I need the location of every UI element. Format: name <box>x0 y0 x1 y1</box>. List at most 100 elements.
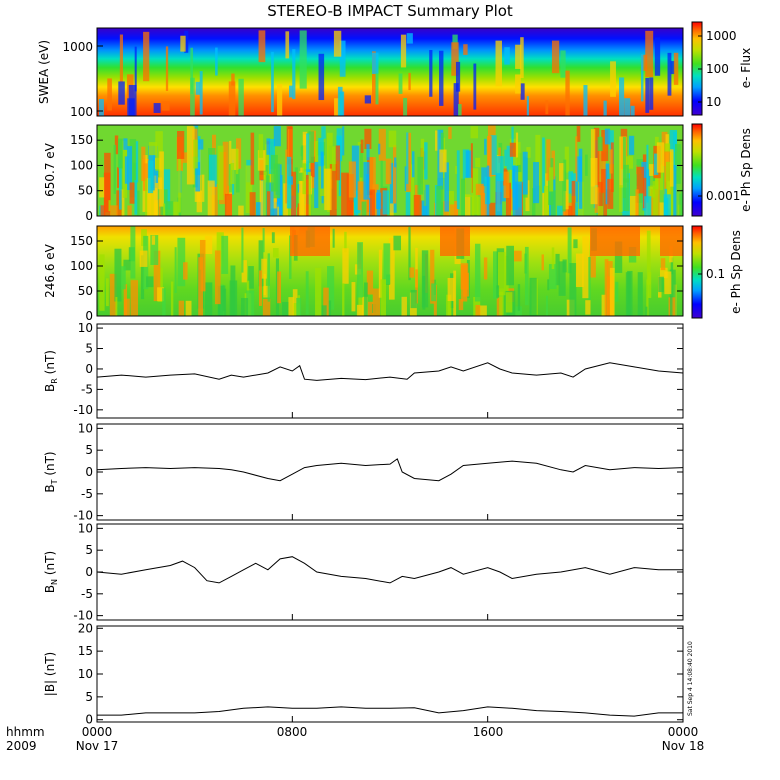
p650-streak <box>511 126 514 149</box>
p246-streak <box>115 297 118 316</box>
p650-streak <box>166 201 174 216</box>
p650-streak <box>235 161 240 193</box>
bn-ytick--10: -10 <box>73 609 93 623</box>
p650-ytick-150: 150 <box>70 133 93 147</box>
p246-hot-region <box>590 226 640 256</box>
x-format-label: hhmm <box>6 725 45 739</box>
swea-streak <box>195 81 201 95</box>
p650-streak <box>590 129 596 187</box>
p650-streak <box>120 189 125 216</box>
p246-streak <box>177 237 186 287</box>
p246-streak <box>342 283 345 316</box>
p246-streak <box>378 249 383 298</box>
p246-streak <box>258 270 262 306</box>
p246-streak <box>625 272 631 316</box>
p246-streak <box>669 296 673 316</box>
p650-streak <box>406 132 409 184</box>
swea-streak <box>473 63 477 110</box>
p650-streak <box>642 154 647 209</box>
p650-streak <box>270 154 278 192</box>
p650-streak <box>250 132 255 185</box>
p650-ytick-0: 0 <box>85 209 93 223</box>
p246-streak <box>204 235 213 255</box>
p650-streak <box>143 155 148 164</box>
p246-ylabel: 246.6 eV <box>43 243 57 298</box>
p650-streak <box>172 201 179 216</box>
p650-streak <box>665 161 673 216</box>
p650-streak <box>369 157 376 192</box>
p246-streak <box>601 294 607 316</box>
p650-streak <box>113 144 116 194</box>
p650-streak <box>353 190 361 214</box>
p650-streak <box>314 161 319 209</box>
bn-ytick--5: -5 <box>81 587 93 601</box>
p650-ytick-100: 100 <box>70 158 93 172</box>
p246-streak <box>262 298 271 316</box>
p246-streak <box>558 261 566 296</box>
p650-streak <box>359 144 363 178</box>
p650-streak <box>423 142 428 180</box>
swea-streak <box>439 50 444 106</box>
p650-streak <box>421 190 425 216</box>
panel-bmag: 20 15 10 5 0 |B| (nT) <box>43 621 684 727</box>
p246-streak <box>267 253 270 302</box>
bn-ytick-5: 5 <box>85 543 93 557</box>
swea-streak <box>455 61 461 92</box>
p650-streak <box>644 196 652 216</box>
p246-streak <box>447 277 455 302</box>
p650-streak <box>576 125 581 142</box>
p650-streak <box>609 149 613 174</box>
p650-streak <box>425 184 430 216</box>
p650-streak <box>455 165 458 174</box>
br-series-line <box>96 362 684 381</box>
p246-streak <box>509 290 516 316</box>
p650-streak <box>512 166 519 210</box>
swea-streak <box>526 96 529 116</box>
p650-streak <box>465 150 473 196</box>
p650-streak <box>147 177 151 216</box>
p246-streak <box>153 250 161 302</box>
p650-streak <box>196 190 203 213</box>
p246-streak <box>669 269 676 316</box>
swea-streak <box>624 98 631 116</box>
p650-streak <box>448 126 452 140</box>
p650-streak <box>119 159 122 210</box>
swea-streak <box>199 71 203 115</box>
p650-streak <box>636 166 644 194</box>
p246-streak <box>342 248 349 284</box>
p650-streak <box>193 139 198 169</box>
colorbar-p246-scale <box>691 225 703 319</box>
p650-streak <box>198 139 204 150</box>
swea-streak <box>334 98 340 116</box>
colorbar-p650-scale <box>691 123 703 217</box>
p650-streak <box>378 128 386 161</box>
p246-streak <box>121 266 126 290</box>
p650-streak <box>211 184 218 216</box>
p246-streak <box>289 235 292 279</box>
p650-streak <box>260 180 264 216</box>
p650-streak <box>628 135 635 155</box>
p246-streak <box>351 282 356 312</box>
p650-streak <box>159 151 164 207</box>
p246-streak <box>569 263 577 316</box>
p246-streak <box>401 296 407 316</box>
p246-streak <box>415 247 418 288</box>
p650-streak <box>490 135 497 175</box>
swea-streak <box>520 83 525 100</box>
p650-streak <box>129 138 137 198</box>
panel-bn: 10 5 0 -5 -10 BN (nT) <box>43 521 684 623</box>
p650-streak <box>278 174 283 216</box>
swea-streak <box>364 95 372 104</box>
p246-streak <box>230 265 236 316</box>
x-axis: hhmm 2009 0000 0800 1600 0000 Nov 17 Nov… <box>6 725 704 753</box>
p650-streak <box>475 157 481 168</box>
p650-streak <box>464 194 471 216</box>
p650-streak <box>366 144 370 161</box>
p650-streak <box>273 202 278 216</box>
x-tick-0000-end: 0000 <box>668 725 699 739</box>
x-date-start: Nov 17 <box>76 739 119 753</box>
swea-streak <box>258 30 266 63</box>
colorbar-p650: 0.001 e- Ph Sp Dens <box>691 123 753 217</box>
p650-streak <box>450 204 458 216</box>
p650-streak <box>578 148 583 209</box>
